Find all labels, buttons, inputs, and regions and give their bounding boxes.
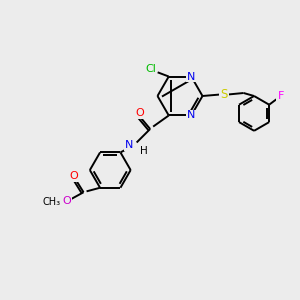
Text: N: N [125,140,133,151]
Text: CH₃: CH₃ [42,197,60,208]
Text: S: S [220,88,228,101]
Text: H: H [140,146,148,156]
Text: F: F [278,91,284,101]
Text: O: O [69,171,78,181]
Text: Cl: Cl [145,64,156,74]
Text: N: N [187,110,195,121]
Text: O: O [62,196,71,206]
Text: N: N [187,71,195,82]
Text: O: O [135,108,144,118]
